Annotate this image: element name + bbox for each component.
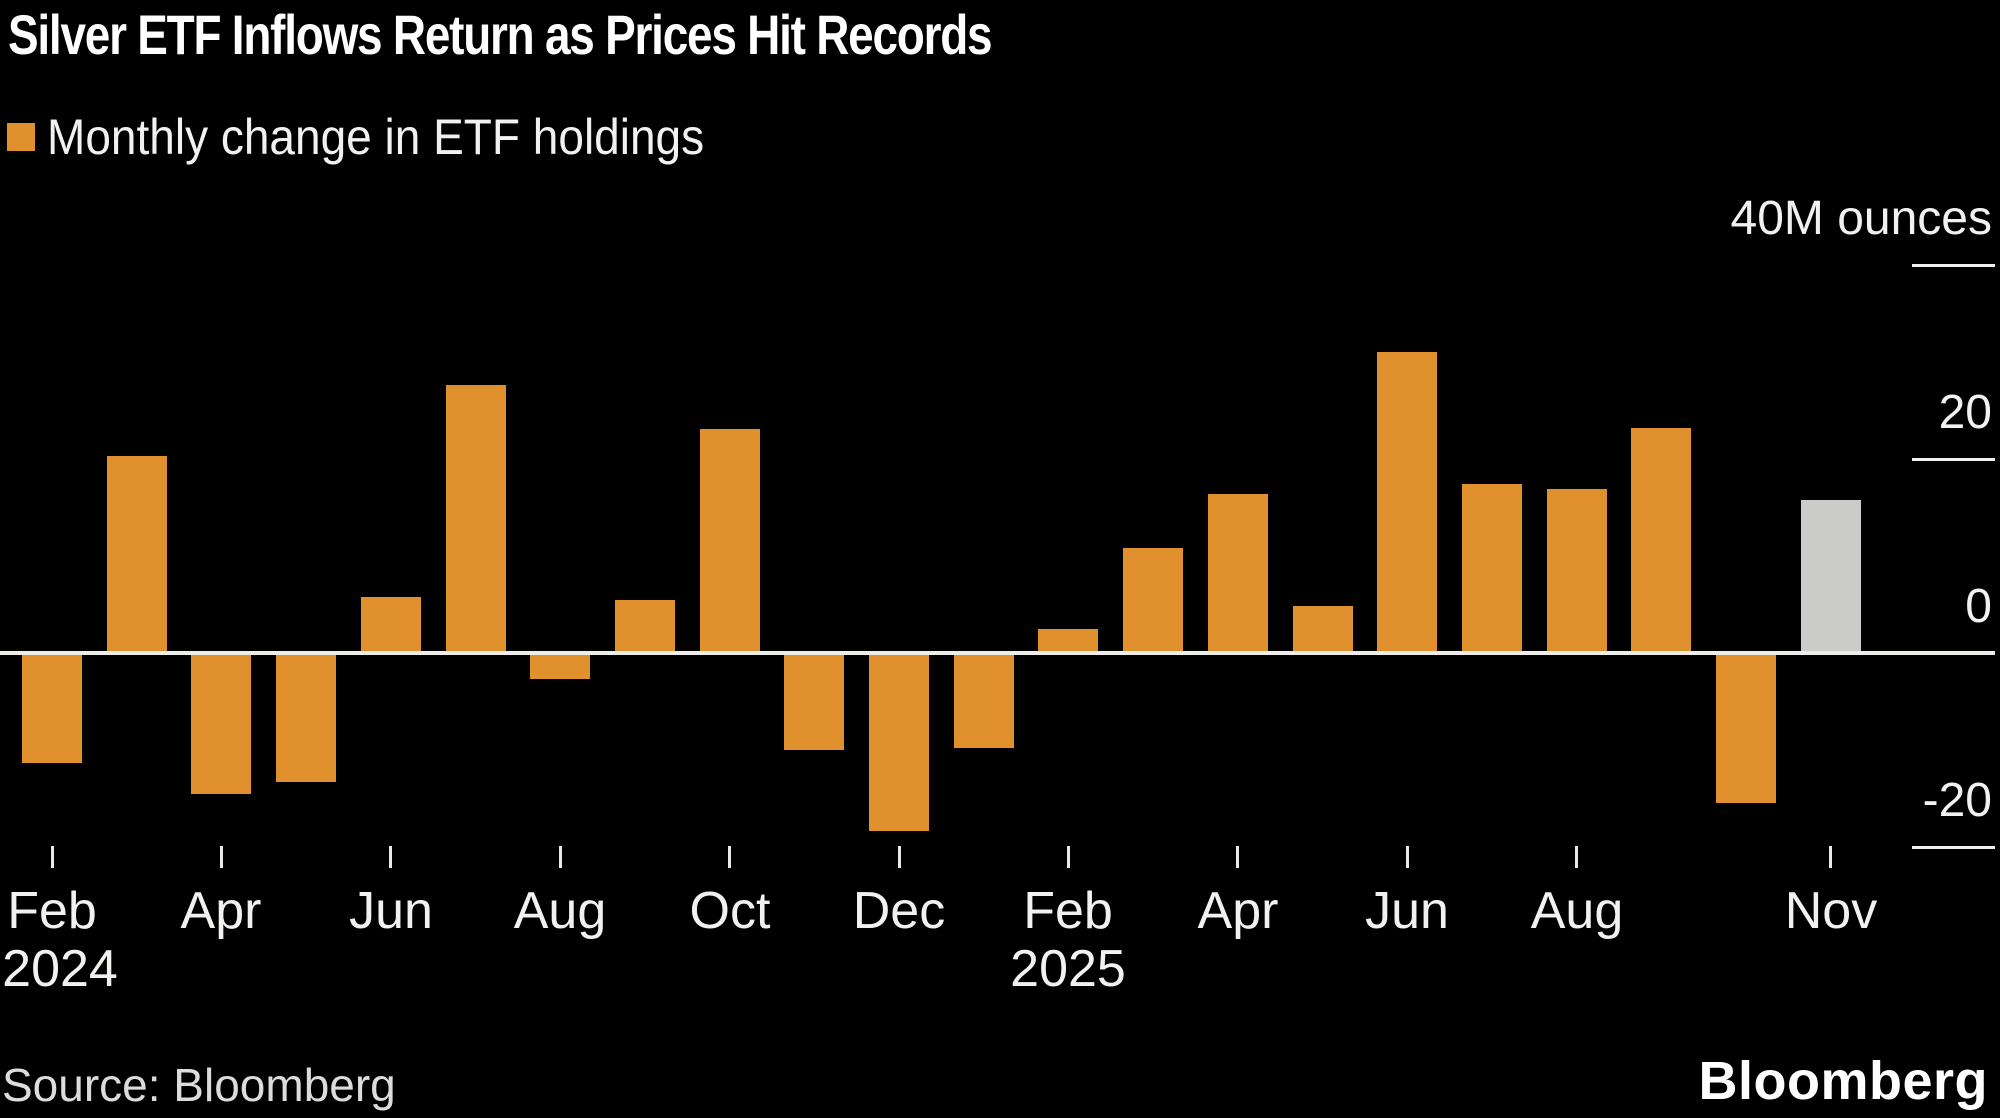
bar-apr-2025	[1208, 494, 1268, 653]
bar-sep-2024	[615, 600, 675, 653]
x-axis-tick-12	[1067, 846, 1070, 868]
x-axis-tick-6	[559, 846, 562, 868]
bar-jul-2025	[1462, 484, 1522, 653]
bar-jan-2025	[954, 655, 1014, 748]
y-axis-label-0: 0	[1965, 580, 1992, 633]
x-axis-tick-0	[51, 846, 54, 868]
x-axis-tick-16	[1406, 846, 1409, 868]
bar-mar-2025	[1123, 548, 1183, 653]
y-axis-label-20: 20	[1938, 386, 1992, 439]
x-axis-tick-18	[1575, 846, 1578, 868]
bar-mar-2024	[107, 456, 167, 653]
bar-feb-2025	[1038, 629, 1098, 653]
bloomberg-logo: Bloomberg	[1698, 1051, 1988, 1111]
page-title: Silver ETF Inflows Return as Prices Hit …	[8, 3, 993, 66]
bar-may-2025	[1293, 606, 1353, 653]
x-axis-label-10: Dec	[852, 882, 946, 940]
bar-aug-2024	[530, 655, 590, 679]
year-label-2024: 2024	[2, 940, 118, 998]
x-axis-label-6: Aug	[513, 882, 607, 940]
legend-swatch-icon	[7, 123, 35, 151]
x-axis-tick-8	[728, 846, 731, 868]
bar-jun-2025	[1377, 352, 1437, 653]
bar-feb-2024	[22, 655, 82, 763]
source-note: Source: Bloomberg	[2, 1059, 396, 1111]
x-axis-label-4: Jun	[349, 882, 433, 940]
y-axis-tick-40	[1912, 264, 1995, 267]
x-axis-tick-14	[1236, 846, 1239, 868]
bar-nov-2024	[784, 655, 844, 750]
x-axis-tick-21	[1829, 846, 1832, 868]
x-axis-tick-4	[389, 846, 392, 868]
y-axis-tick--20	[1912, 846, 1995, 849]
bar-oct-2025	[1716, 655, 1776, 803]
y-axis-label-40: 40M ounces	[1730, 192, 1993, 245]
x-axis-label-12: Feb	[1023, 882, 1113, 940]
year-label-2025: 2025	[1010, 940, 1126, 998]
x-axis-label-2: Apr	[180, 882, 262, 940]
x-axis-label-16: Jun	[1365, 882, 1449, 940]
legend: Monthly change in ETF holdings	[7, 108, 761, 166]
bar-apr-2024	[191, 655, 251, 794]
y-axis-label--20: -20	[1922, 774, 1992, 827]
bar-sep-2025	[1631, 428, 1691, 653]
x-axis-label-18: Aug	[1530, 882, 1624, 940]
bar-jul-2024	[446, 385, 506, 653]
bar-dec-2024	[869, 655, 929, 831]
bar-nov-2025	[1801, 500, 1861, 653]
x-axis-label-14: Apr	[1197, 882, 1279, 940]
legend-label: Monthly change in ETF holdings	[47, 109, 705, 165]
bar-oct-2024	[700, 429, 760, 653]
x-axis-tick-10	[898, 846, 901, 868]
bar-jun-2024	[361, 597, 421, 653]
bar-may-2024	[276, 655, 336, 782]
x-axis-label-8: Oct	[689, 882, 771, 940]
zero-axis-line	[0, 651, 1995, 655]
x-axis-label-0: Feb	[7, 882, 97, 940]
y-axis-tick-20	[1912, 458, 1995, 461]
x-axis-tick-2	[220, 846, 223, 868]
bar-aug-2025	[1547, 489, 1607, 653]
x-axis-label-21: Nov	[1784, 882, 1878, 940]
